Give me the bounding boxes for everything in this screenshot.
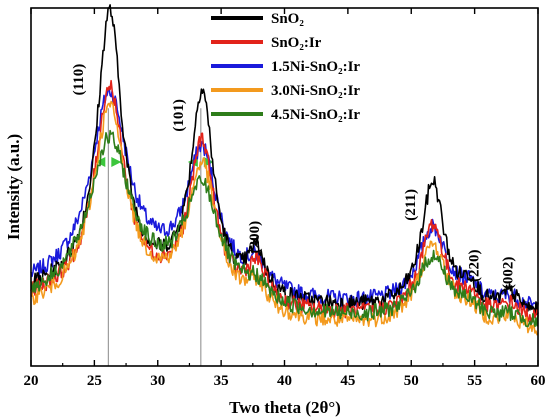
series-line bbox=[30, 100, 539, 336]
peak-label: (220) bbox=[466, 250, 482, 283]
legend: SnO₂ SnO₂:Ir 1.5Ni-SnO₂:Ir 3.0Ni-SnO₂:Ir 4.5… bbox=[211, 11, 360, 123]
axes: 20 25 30 35 40 45 50 55 60 bbox=[24, 7, 546, 389]
x-tick-label: 20 bbox=[24, 373, 39, 389]
x-tick-label: 25 bbox=[87, 373, 102, 389]
series-line bbox=[31, 4, 539, 318]
legend-label: SnO₂ bbox=[271, 11, 304, 27]
series-lines bbox=[30, 4, 539, 336]
peak-label: (101) bbox=[171, 99, 187, 131]
x-tick-label: 35 bbox=[214, 373, 229, 389]
x-tick-label: 30 bbox=[150, 373, 165, 389]
peak-label: (002) bbox=[501, 257, 517, 290]
legend-label: 4.5Ni-SnO₂:Ir bbox=[271, 107, 360, 123]
legend-label: SnO₂:Ir bbox=[271, 35, 322, 51]
peak-shift-arrow bbox=[95, 156, 122, 167]
series-line bbox=[30, 87, 539, 315]
peak-label: (110) bbox=[71, 64, 87, 96]
y-axis-title: Intensity (a.u.) bbox=[4, 134, 23, 240]
x-tick-label: 45 bbox=[340, 373, 355, 389]
legend-label: 3.0Ni-SnO₂:Ir bbox=[271, 83, 360, 99]
legend-label: 1.5Ni-SnO₂:Ir bbox=[271, 59, 360, 75]
series-line bbox=[30, 129, 539, 328]
x-tick-label: 55 bbox=[467, 373, 482, 389]
peak-labels: (110) (101) (200) (211) (220) (002) bbox=[71, 64, 517, 289]
x-tick-label: 50 bbox=[404, 373, 419, 389]
peak-label: (211) bbox=[403, 189, 419, 221]
x-tick-label: 60 bbox=[531, 373, 546, 389]
x-axis-title: Two theta (2θ°) bbox=[229, 398, 341, 417]
peak-label: (200) bbox=[247, 221, 263, 254]
x-tick-label: 40 bbox=[277, 373, 292, 389]
